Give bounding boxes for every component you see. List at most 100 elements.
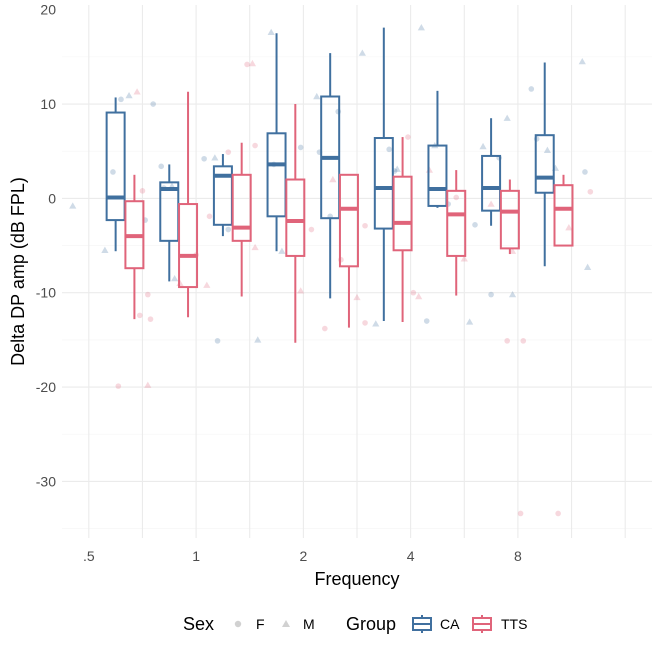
data-point-female [587, 188, 594, 195]
data-point-male [353, 293, 361, 301]
data-point-female [582, 169, 588, 175]
box-iqr [534, 134, 555, 194]
box-ca [212, 154, 233, 237]
data-point-male [584, 263, 592, 270]
data-point-male [487, 200, 495, 207]
data-point-male [69, 202, 77, 209]
data-point-male [503, 114, 511, 121]
data-point-female [150, 101, 156, 107]
x-axis-tick-labels: .5 1 2 4 8 [83, 548, 522, 564]
data-point-female [158, 163, 165, 170]
data-point-male [125, 91, 133, 99]
box-tts [446, 170, 467, 296]
box-ca [373, 27, 394, 322]
box-ca [427, 90, 448, 208]
box-iqr [178, 203, 199, 289]
data-point-female [453, 194, 460, 201]
data-point-male [466, 318, 474, 325]
box-ca [159, 164, 180, 282]
x-tick-label: 2 [299, 548, 307, 564]
data-point-female [206, 213, 213, 220]
data-point-male [393, 165, 401, 172]
x-tick-label: .5 [83, 548, 95, 564]
data-point-female [555, 510, 561, 517]
data-point-male [460, 255, 468, 262]
legend-key-ca-box [412, 615, 432, 633]
box-ca [481, 118, 502, 226]
data-point-male [543, 146, 552, 153]
legend-group-title: Group [346, 614, 396, 634]
data-point-female [147, 316, 154, 322]
data-point-male [101, 246, 109, 253]
data-point-male [278, 247, 286, 254]
data-point-male [254, 336, 262, 343]
legend: Sex F M Group CA TTS [183, 614, 527, 634]
legend-key-female-circle [234, 620, 242, 628]
data-point-male [372, 320, 380, 327]
data-point-female [225, 149, 232, 155]
data-point-male [578, 58, 586, 65]
data-point-female [201, 155, 207, 162]
legend-key-male-triangle [282, 620, 290, 627]
legend-label-m: M [303, 616, 315, 632]
data-point-female [362, 222, 368, 229]
data-point-female [244, 61, 250, 68]
data-point-male [267, 28, 275, 36]
data-point-female [504, 338, 510, 344]
data-point-male [211, 154, 219, 161]
data-point-female [118, 96, 124, 103]
data-point-male [479, 142, 487, 150]
legend-circle-icon [234, 620, 242, 628]
box-iqr [159, 181, 180, 242]
data-point-male [203, 281, 211, 288]
data-point-female [528, 86, 535, 92]
data-point-male [415, 292, 423, 300]
x-tick-label: 4 [407, 548, 415, 564]
y-tick-label: -30 [36, 473, 56, 489]
box-ca [266, 33, 287, 252]
box-tts [124, 174, 145, 320]
data-point-male [133, 88, 141, 95]
y-axis-title: Delta DP amp (dB FPL) [8, 177, 28, 366]
data-point-male [171, 274, 179, 282]
data-point-female [520, 338, 527, 344]
box-tts [231, 142, 252, 297]
legend-key-tts-box [472, 615, 492, 633]
data-point-female [410, 289, 417, 296]
boxes [105, 27, 574, 343]
data-point-male [358, 49, 366, 56]
data-point-female [423, 318, 430, 324]
data-point-male [565, 224, 573, 231]
data-point-female [145, 291, 151, 298]
data-point-female [297, 144, 304, 151]
data-point-male [144, 381, 152, 388]
box-tts [553, 174, 574, 247]
data-point-male [251, 243, 259, 251]
box-ca [534, 62, 555, 267]
data-point-female [517, 510, 524, 517]
data-point-female [322, 325, 328, 332]
legend-label-tts: TTS [501, 616, 527, 632]
box-tts [285, 104, 306, 343]
box-iqr [105, 111, 126, 222]
data-point-female [252, 142, 258, 149]
data-point-male [508, 291, 517, 298]
box-iqr [266, 132, 287, 218]
legend-sex-title: Sex [183, 614, 214, 634]
box-tts [392, 137, 413, 322]
box-iqr [499, 189, 520, 250]
y-axis-tick-labels: -30 -20 -10 0 10 20 [36, 2, 56, 490]
data-point-female [386, 146, 392, 153]
data-point-female [110, 169, 116, 175]
data-point-female [115, 383, 122, 389]
x-tick-label: 8 [514, 548, 522, 564]
box-tts [178, 91, 199, 318]
box-iqr [553, 184, 574, 247]
grid-major [62, 5, 652, 538]
data-point-female [139, 188, 146, 194]
data-point-female [225, 226, 232, 233]
data-point-female [214, 338, 221, 344]
data-point-female [362, 320, 368, 326]
box-tts [499, 179, 520, 255]
